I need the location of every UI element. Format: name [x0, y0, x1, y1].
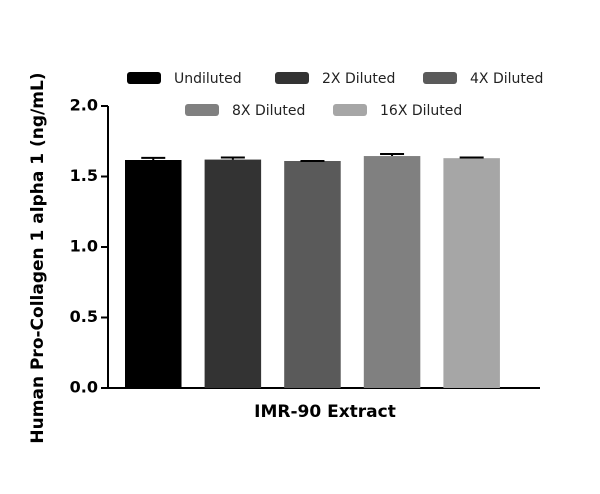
bar [443, 158, 500, 388]
y-tick-label: 1.5 [70, 166, 98, 185]
legend-label: 16X Diluted [380, 103, 462, 119]
legend-swatch [423, 72, 457, 84]
legend-label: 8X Diluted [232, 103, 305, 119]
legend-label: 4X Diluted [470, 71, 543, 87]
y-tick-label: 2.0 [70, 96, 98, 115]
bar [125, 160, 182, 388]
legend-label: Undiluted [174, 71, 242, 87]
legend-swatch [127, 72, 161, 84]
legend-label: 2X Diluted [322, 71, 395, 87]
legend-swatch [275, 72, 309, 84]
x-tick-label: IMR-90 Extract [254, 402, 396, 422]
error-bar [220, 156, 245, 160]
bar [363, 156, 421, 388]
y-tick-label: 0.0 [70, 378, 98, 397]
bar [204, 159, 262, 388]
y-tick-label: 1.0 [70, 237, 98, 256]
y-tick-label: 0.5 [70, 307, 98, 326]
y-axis-label: Human Pro-Collagen 1 alpha 1 (ng/mL) [28, 72, 48, 443]
error-bar [141, 156, 166, 161]
legend-swatch [185, 104, 219, 116]
bar [284, 160, 341, 388]
legend-swatch [333, 104, 367, 116]
error-bar [459, 156, 484, 159]
error-bar [380, 152, 405, 157]
